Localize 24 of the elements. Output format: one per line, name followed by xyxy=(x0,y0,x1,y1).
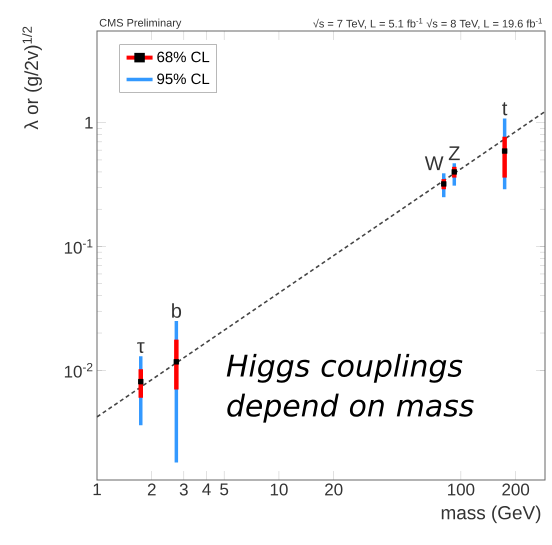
x-tick-label: 20 xyxy=(325,484,342,496)
annotation: Z xyxy=(448,146,460,160)
y-tick-label: 10$^{-1}$ xyxy=(64,239,92,254)
annotation: b xyxy=(172,303,182,318)
y-axis-title: λ or (g/2v)$^{1/2}$ xyxy=(22,26,42,130)
x-tick-label: 1 xyxy=(94,484,101,496)
legend-label: 68% CL xyxy=(157,52,210,62)
x-tick-label: 5 xyxy=(220,484,228,496)
y-tick-label: 1 xyxy=(85,116,93,128)
chart-title: CMS Preliminary xyxy=(100,18,182,29)
chart-subtitle: √s = 7 TeV, L = 5.1 fb$^{-1}$ √s = 8 TeV, L = 19.6 fb$^{-1}$ xyxy=(313,18,542,29)
x-tick-label: 10 xyxy=(270,484,288,496)
x-axis-title: mass (GeV) xyxy=(442,506,540,524)
x-tick-label: 200 xyxy=(502,484,530,496)
annotation: τ xyxy=(137,342,145,353)
annotation: t xyxy=(502,102,508,116)
annotation: W xyxy=(424,156,444,170)
legend-label: 95% CL xyxy=(157,74,210,84)
x-tick-label: 100 xyxy=(448,484,474,496)
y-tick-label: 10$^{-2}$ xyxy=(64,362,92,378)
x-tick-label: 4 xyxy=(202,484,211,496)
x-tick-label: 2 xyxy=(148,484,156,496)
annotation: Higgs couplings depend on mass xyxy=(226,354,474,423)
x-tick-label: 3 xyxy=(180,484,188,496)
